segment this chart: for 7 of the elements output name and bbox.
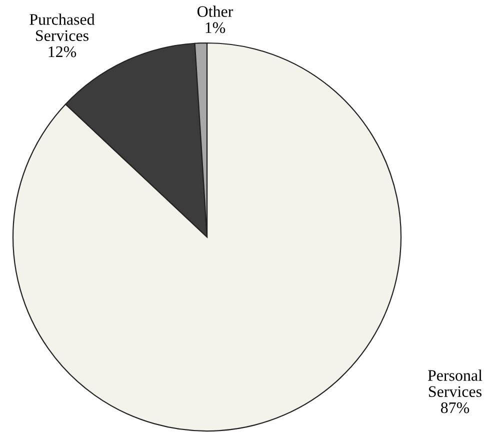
data-label: 87% [440, 402, 470, 414]
slice-label: Personal Services [428, 370, 482, 397]
pie-slice [12, 42, 402, 432]
slice-label: Other [197, 6, 234, 17]
slice-label: Purchased Services [30, 14, 95, 41]
data-label: 12% [48, 46, 76, 58]
data-label: 1% [206, 22, 226, 34]
